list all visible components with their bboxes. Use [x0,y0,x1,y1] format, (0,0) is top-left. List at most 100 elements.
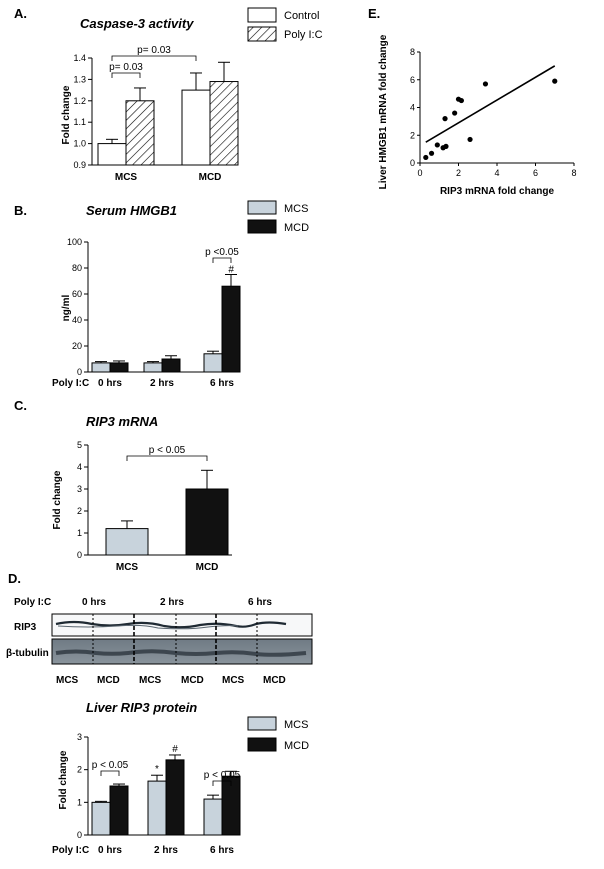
panel-c-title: RIP3 mRNA [86,414,158,429]
panel-e-xtick-label: 2 [456,168,461,178]
panel-c-ytick-label: 5 [77,440,82,450]
panel-d-ytick-label: 0 [77,830,82,840]
panel-b-category-label: 6 hrs [210,378,234,389]
panel-c-category-label: MCD [196,562,219,573]
panel-e-point [428,150,435,156]
blot-time-0: 0 hrs [82,597,106,608]
panel-a-ylabel: Fold change [61,85,72,144]
panel-a-pvalue-2-text: p= 0.03 [137,45,171,56]
legend-swatch-mcd [247,219,277,234]
panel-d-pvalue-6hrs-text: p < 0.05 [204,770,241,781]
panel-d-category-label: 6 hrs [210,845,234,856]
panel-e-point [467,136,473,143]
panel-e-point [458,97,464,104]
legend-swatch-control [247,7,277,23]
panel-a-category-label: MCS [115,172,138,183]
panel-c-ytick-label: 4 [77,462,82,472]
panel-b-title: Serum HMGB1 [86,203,177,218]
panel-c-ytick-label: 2 [77,506,82,516]
panel-c-mcs-bar [105,528,149,556]
blot-tubulin-strip [51,638,313,665]
panel-b-0-mcd-bar [109,362,129,373]
panel-b-category-label: 2 hrs [150,378,174,389]
blot-header-prefix: Poly I:C [14,597,51,608]
blot-lane-3: MCD [181,675,204,686]
legend-label-mcs: MCS [284,203,308,215]
panel-e-label: E. [368,6,380,21]
panel-e: E. Liver HMGB1 mRNA fold change RIP3 mRN… [368,6,577,197]
legend-swatch-mcs [247,200,277,215]
legend-label-polyic: Poly I:C [284,29,323,41]
panel-e-point [434,142,440,148]
panel-a-pvalue-1-bracket [111,72,141,78]
blot-lane-2: MCS [139,675,162,686]
panel-e-xtick-label: 4 [494,168,499,178]
panel-b-hash-marker: # [228,265,234,276]
panel-d-ytick-label: 1 [77,797,82,807]
legend-label-mcs: MCS [284,719,308,731]
panel-e-point [552,78,558,84]
panel-a-mcd-1-bar [209,81,239,166]
panel-c-label: C. [14,398,27,413]
panel-c-pvalue-text: p < 0.05 [149,445,186,456]
legend-swatch-mcs [247,716,277,731]
blot-lane-4: MCS [222,675,245,686]
blot-time-2: 6 hrs [248,597,272,608]
panel-b-1-mcs-bar [143,362,163,373]
panel-d-star-marker: * [155,764,159,775]
panel-a-mcs-1-bar [125,100,155,166]
panel-d-hash-marker: # [172,744,178,755]
panel-b-pvalue-bracket [212,257,232,263]
panel-c-mcd-bar [185,488,229,556]
panel-c-ytick-label: 0 [77,550,82,560]
panel-b-ytick-label: 100 [67,237,82,247]
legend-label-control: Control [284,10,319,22]
panel-e-ytick-label: 4 [410,103,415,113]
panel-d-category-label: 2 hrs [154,845,178,856]
panel-d: D. Poly I:C 0 hrs 2 hrs 6 hrs RIP3 β-tub… [6,571,313,856]
panel-d-2-mcs-bar [203,798,223,836]
panel-b: B. Serum HMGB1 ng/ml Poly I:C MCS MCD 0 2… [14,200,309,389]
panel-e-point [452,110,458,116]
panel-a-ytick-label: 1.1 [73,117,86,127]
panel-d-0-mcd-bar [109,785,129,836]
panel-b-2-mcd-bar [221,285,241,373]
panel-d-0-mcs-bar [91,801,111,836]
panel-b-ytick-label: 0 [77,367,82,377]
blot-time-1: 2 hrs [160,597,184,608]
legend-label-mcd: MCD [284,222,309,234]
panel-b-pvalue-text: p <0.05 [205,247,239,258]
panel-b-ytick-label: 20 [72,341,82,351]
panel-e-xlabel: RIP3 mRNA fold change [440,186,555,197]
panel-c-ytick-label: 3 [77,484,82,494]
blot-lane-5: MCD [263,675,286,686]
panel-b-0-mcs-bar [91,362,111,373]
panel-a-mcd-0-bar [181,89,211,166]
panel-b-label: B. [14,203,27,218]
panel-a-pvalue-2-bracket [111,55,197,61]
panel-d-category-label: 0 hrs [98,845,122,856]
legend-swatch-mcd [247,737,277,752]
panel-c-pvalue-bracket [126,455,208,461]
panel-c-ylabel: Fold change [52,470,63,529]
panel-d-pvalue-6hrs-bracket [212,780,232,786]
panel-e-ytick-label: 8 [410,47,415,57]
panel-b-2-mcs-bar [203,353,223,373]
panel-c-category-label: MCS [116,562,139,573]
panel-e-xtick-label: 0 [417,168,422,178]
panel-d-label: D. [8,571,21,586]
panel-b-xprefix: Poly I:C [52,378,89,389]
panel-a: A. Caspase-3 activity Fold change Contro… [14,6,323,183]
panel-e-xtick-label: 6 [533,168,538,178]
panel-a-ytick-label: 1.3 [73,74,86,84]
panel-e-ytick-label: 2 [410,130,415,140]
panel-b-1-mcd-bar [161,358,181,373]
panel-e-point [442,116,448,122]
panel-d-1-mcs-bar [147,780,167,836]
panel-b-ytick-label: 60 [72,289,82,299]
panel-a-pvalue-1-text: p= 0.03 [109,62,143,73]
panel-a-ytick-label: 1.0 [73,139,86,149]
panel-e-ylabel: Liver HMGB1 mRNA fold change [378,34,389,189]
panel-e-xtick-label: 8 [571,168,576,178]
panel-e-point [423,154,429,161]
